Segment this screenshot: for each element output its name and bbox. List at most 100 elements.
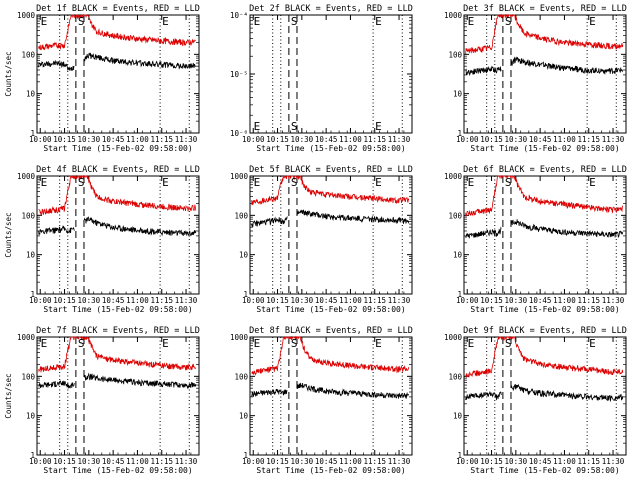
interval-marker-e: E bbox=[375, 337, 382, 350]
x-tick-label: 10:45 bbox=[315, 135, 338, 144]
series-lld-line bbox=[465, 174, 624, 218]
x-tick-label: 11:00 bbox=[126, 135, 149, 144]
y-tick-label: 1 bbox=[243, 451, 248, 460]
y-tick-label: 100 bbox=[21, 372, 35, 381]
plot-frame bbox=[36, 336, 200, 456]
y-tick-label: 10⁻⁴ bbox=[230, 11, 248, 20]
x-tick-label: 11:00 bbox=[339, 296, 362, 305]
y-axis-label: Counts/sec bbox=[4, 212, 13, 257]
interval-marker-s: S bbox=[78, 176, 85, 189]
interval-marker-s: S bbox=[505, 176, 512, 189]
chart-panel-7: Det 7f BLACK = Events, RED = LLD 1 10 100 10… bbox=[4, 326, 200, 475]
x-tick-label: 11:15 bbox=[363, 457, 386, 466]
x-tick-label: 10:30 bbox=[505, 135, 528, 144]
y-tick-label: 10⁻⁶ bbox=[230, 129, 248, 138]
interval-marker-e: E bbox=[375, 176, 382, 189]
y-tick-label: 100 bbox=[21, 50, 35, 59]
y-tick-label: 100 bbox=[448, 372, 462, 381]
x-tick-label: 10:30 bbox=[291, 296, 314, 305]
series-events-line bbox=[38, 216, 197, 237]
interval-marker-e: E bbox=[254, 15, 261, 28]
plot-frame bbox=[249, 14, 413, 134]
x-tick-label: 11:15 bbox=[150, 296, 173, 305]
y-tick-label: 100 bbox=[448, 50, 462, 59]
series-events-line bbox=[251, 209, 410, 228]
chart-panel-8: Det 8f BLACK = Events, RED = LLD 1 10 100 10… bbox=[230, 326, 413, 475]
x-tick-label: 10:15 bbox=[53, 457, 76, 466]
x-tick-label: 10:00 bbox=[29, 457, 52, 466]
plot-frame bbox=[463, 14, 627, 134]
interval-marker-e: E bbox=[468, 176, 475, 189]
interval-marker-s: S bbox=[291, 15, 298, 28]
x-tick-label: 10:15 bbox=[53, 296, 76, 305]
chart-panel-2: Det 2f BLACK = Events, RED = LLD 10⁻⁶ 10⁻⁵… bbox=[230, 4, 413, 153]
interval-marker-s: S bbox=[78, 15, 85, 28]
x-axis-label: Start Time (15-Feb-02 09:58:00) bbox=[470, 305, 619, 314]
y-tick-label: 100 bbox=[21, 211, 35, 220]
interval-marker-e: E bbox=[254, 120, 261, 133]
series-lld-line bbox=[465, 13, 624, 55]
x-tick-label: 11:30 bbox=[602, 135, 625, 144]
x-axis-label: Start Time (15-Feb-02 09:58:00) bbox=[43, 144, 192, 153]
y-axis-label: Counts/sec bbox=[4, 51, 13, 96]
x-tick-label: 11:00 bbox=[339, 457, 362, 466]
x-tick-label: 10:30 bbox=[78, 135, 101, 144]
x-tick-label: 10:30 bbox=[78, 296, 101, 305]
interval-marker-s: S bbox=[505, 15, 512, 28]
y-tick-label: 1 bbox=[243, 290, 248, 299]
interval-marker-e: E bbox=[468, 15, 475, 28]
x-tick-label: 11:30 bbox=[388, 296, 411, 305]
y-axis-label: Counts/sec bbox=[4, 373, 13, 418]
chart-title: Det 1f BLACK = Events, RED = LLD bbox=[36, 4, 200, 14]
plot-frame bbox=[249, 336, 413, 456]
chart-panel-4: Det 4f BLACK = Events, RED = LLD 1 10 100 10… bbox=[4, 165, 200, 314]
x-tick-label: 11:00 bbox=[553, 135, 576, 144]
x-tick-label: 10:15 bbox=[266, 457, 289, 466]
y-tick-label: 1 bbox=[30, 290, 35, 299]
x-tick-label: 10:45 bbox=[529, 296, 552, 305]
plot-frame bbox=[36, 14, 200, 134]
x-tick-label: 10:15 bbox=[480, 296, 503, 305]
x-tick-label: 10:45 bbox=[102, 457, 125, 466]
x-axis-label: Start Time (15-Feb-02 09:58:00) bbox=[256, 144, 405, 153]
x-tick-label: 10:30 bbox=[291, 457, 314, 466]
x-tick-label: 10:00 bbox=[242, 457, 265, 466]
y-tick-label: 1000 bbox=[444, 11, 463, 20]
x-tick-label: 10:00 bbox=[456, 457, 479, 466]
interval-marker-e: E bbox=[468, 337, 475, 350]
interval-marker-e: E bbox=[41, 15, 48, 28]
x-tick-label: 11:30 bbox=[602, 296, 625, 305]
x-tick-label: 10:00 bbox=[242, 296, 265, 305]
x-tick-label: 10:30 bbox=[505, 296, 528, 305]
y-tick-label: 100 bbox=[448, 211, 462, 220]
series-lld-line bbox=[251, 174, 410, 206]
series-lld-line bbox=[251, 335, 410, 376]
interval-marker-e: E bbox=[162, 337, 169, 350]
x-tick-label: 11:00 bbox=[553, 296, 576, 305]
series-events-line bbox=[465, 219, 624, 239]
y-tick-label: 1000 bbox=[444, 172, 463, 181]
y-tick-label: 1 bbox=[457, 451, 462, 460]
interval-marker-e: E bbox=[41, 176, 48, 189]
chart-panel-1: Det 1f BLACK = Events, RED = LLD 1 10 100 10… bbox=[4, 4, 200, 153]
chart-panel-5: Det 5f BLACK = Events, RED = LLD 1 10 100 10… bbox=[230, 165, 413, 314]
x-axis-label: Start Time (15-Feb-02 09:58:00) bbox=[470, 466, 619, 475]
series-events-line bbox=[465, 383, 624, 403]
x-tick-label: 10:45 bbox=[315, 296, 338, 305]
y-tick-label: 10 bbox=[453, 412, 463, 421]
x-tick-label: 10:00 bbox=[242, 135, 265, 144]
x-tick-label: 11:30 bbox=[175, 296, 198, 305]
series-lld-line bbox=[38, 174, 197, 216]
x-tick-label: 10:45 bbox=[529, 457, 552, 466]
interval-marker-e: E bbox=[375, 120, 382, 133]
y-tick-label: 1000 bbox=[230, 333, 249, 342]
series-lld-line bbox=[38, 335, 197, 373]
chart-title: Det 8f BLACK = Events, RED = LLD bbox=[249, 326, 413, 336]
interval-marker-s: S bbox=[291, 176, 298, 189]
chart-title: Det 6f BLACK = Events, RED = LLD bbox=[463, 165, 627, 175]
series-events-line bbox=[251, 382, 409, 399]
y-tick-label: 1000 bbox=[17, 333, 36, 342]
chart-panel-6: Det 6f BLACK = Events, RED = LLD 1 10 100 10… bbox=[444, 165, 627, 314]
x-tick-label: 10:15 bbox=[480, 135, 503, 144]
y-tick-label: 100 bbox=[234, 372, 248, 381]
